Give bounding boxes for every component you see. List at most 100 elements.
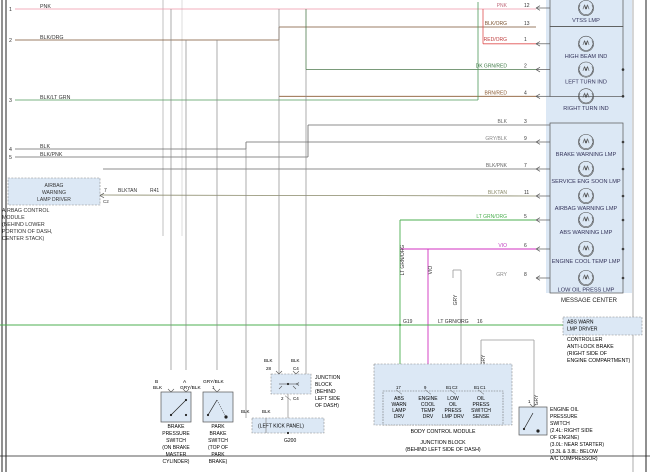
svg-text:GRY/BLK: GRY/BLK	[203, 379, 225, 385]
svg-text:1: 1	[9, 7, 12, 13]
svg-text:B: B	[155, 379, 158, 385]
svg-text:C2: C2	[103, 199, 109, 204]
svg-text:(BEHIND: (BEHIND	[315, 389, 336, 395]
svg-text:4: 4	[524, 90, 527, 96]
svg-text:G19: G19	[403, 319, 413, 325]
svg-text:OF ENGINE): OF ENGINE)	[550, 435, 580, 441]
svg-text:JUNCTION: JUNCTION	[315, 375, 341, 381]
svg-text:3: 3	[524, 119, 527, 125]
svg-text:BRN/RED: BRN/RED	[484, 90, 507, 96]
svg-text:ABS WARN: ABS WARN	[567, 320, 594, 326]
svg-text:BLK: BLK	[264, 358, 273, 363]
svg-text:SWITCH: SWITCH	[166, 438, 186, 444]
svg-text:5: 5	[9, 155, 12, 161]
svg-text:PORTION OF DASH,: PORTION OF DASH,	[2, 229, 53, 235]
svg-text:(BEHIND LEFT SIDE OF DASH): (BEHIND LEFT SIDE OF DASH)	[405, 447, 480, 453]
svg-text:AIRBAG CONTROL: AIRBAG CONTROL	[2, 208, 49, 214]
svg-text:2: 2	[9, 38, 12, 44]
svg-text:C4: C4	[293, 366, 299, 371]
svg-text:(BEHIND LOWER: (BEHIND LOWER	[2, 222, 45, 228]
svg-text:7: 7	[104, 188, 107, 194]
svg-text:(ON BRAKE: (ON BRAKE	[162, 445, 190, 451]
svg-text:ABS WARNING LMP: ABS WARNING LMP	[560, 230, 613, 236]
svg-text:C1: C1	[480, 385, 486, 390]
svg-text:DK GRN/RED: DK GRN/RED	[476, 64, 508, 70]
svg-text:LMP DRV: LMP DRV	[442, 414, 465, 420]
svg-text:28: 28	[266, 366, 272, 371]
svg-text:VTSS LMP: VTSS LMP	[572, 18, 600, 24]
svg-text:(3.0L: NEAR STARTER): (3.0L: NEAR STARTER)	[550, 442, 604, 448]
svg-text:DRV: DRV	[394, 414, 405, 420]
svg-text:4: 4	[9, 147, 12, 153]
svg-text:BLKTAN: BLKTAN	[488, 190, 507, 196]
svg-text:MODULE: MODULE	[2, 215, 25, 221]
svg-text:(LEFT KICK PANEL): (LEFT KICK PANEL)	[258, 424, 304, 430]
svg-text:(2.4L: RIGHT SIDE: (2.4L: RIGHT SIDE	[550, 428, 593, 434]
svg-text:WARNING: WARNING	[42, 190, 66, 196]
svg-text:PARK: PARK	[211, 452, 225, 458]
svg-text:LOW OIL PRESS LMP: LOW OIL PRESS LMP	[558, 288, 615, 294]
svg-text:BLK/PNK: BLK/PNK	[486, 163, 508, 169]
svg-text:BLK: BLK	[241, 409, 250, 414]
svg-text:JUNCTION BLOCK: JUNCTION BLOCK	[420, 440, 466, 446]
svg-text:AIRBAG WARNING LMP: AIRBAG WARNING LMP	[555, 206, 618, 212]
svg-text:(RIGHT SIDE OF: (RIGHT SIDE OF	[567, 351, 607, 357]
svg-text:PRESSURE: PRESSURE	[162, 431, 190, 437]
svg-text:LAMP DRIVER: LAMP DRIVER	[37, 197, 71, 203]
svg-text:5: 5	[524, 214, 527, 220]
svg-text:VIO: VIO	[428, 266, 434, 275]
svg-text:ENGINE COMPARTMENT): ENGINE COMPARTMENT)	[567, 358, 630, 364]
svg-text:BLOCK: BLOCK	[315, 382, 333, 388]
svg-text:17: 17	[396, 385, 401, 390]
svg-text:BLK: BLK	[498, 119, 508, 125]
svg-text:GRY: GRY	[496, 272, 507, 278]
svg-text:GRY/BLK: GRY/BLK	[180, 385, 202, 391]
svg-text:13: 13	[524, 21, 530, 27]
svg-text:CONTROLLER: CONTROLLER	[567, 337, 603, 343]
svg-text:C2: C2	[452, 385, 458, 390]
svg-text:BLK/ORG: BLK/ORG	[485, 21, 507, 27]
svg-text:GRY/BLK: GRY/BLK	[485, 136, 507, 142]
svg-text:SWITCH: SWITCH	[550, 421, 570, 427]
svg-text:LT GRN/ORG: LT GRN/ORG	[438, 319, 469, 325]
svg-text:PARK: PARK	[211, 424, 225, 430]
svg-text:PRESSURE: PRESSURE	[550, 414, 578, 420]
svg-text:RED/ORG: RED/ORG	[484, 37, 507, 43]
svg-text:B1: B1	[446, 385, 452, 390]
svg-text:SERVICE ENG SOON LMP: SERVICE ENG SOON LMP	[551, 179, 620, 185]
svg-text:ENGINE COOL TEMP LMP: ENGINE COOL TEMP LMP	[552, 259, 621, 265]
svg-text:1: 1	[524, 37, 527, 43]
svg-text:AIRBAG: AIRBAG	[45, 183, 64, 189]
svg-text:GRY: GRY	[481, 354, 487, 365]
svg-text:G200: G200	[284, 438, 296, 444]
svg-text:B1: B1	[474, 385, 480, 390]
svg-text:(3.3L & 3.8L: BELOW: (3.3L & 3.8L: BELOW	[550, 449, 598, 455]
svg-text:BLKTAN: BLKTAN	[118, 188, 137, 194]
svg-text:2: 2	[524, 64, 527, 70]
svg-text:LEFT TURN IND: LEFT TURN IND	[565, 80, 607, 86]
svg-text:A/C COMPRESSOR): A/C COMPRESSOR)	[550, 456, 598, 462]
svg-text:12: 12	[524, 3, 530, 9]
svg-text:ENGINE OIL: ENGINE OIL	[550, 407, 579, 413]
svg-text:3: 3	[9, 98, 12, 104]
svg-text:ANTI-LOCK BRAKE: ANTI-LOCK BRAKE	[567, 344, 614, 350]
svg-text:BRAKE): BRAKE)	[209, 459, 228, 465]
svg-text:SWITCH: SWITCH	[208, 438, 228, 444]
svg-text:OF DASH): OF DASH)	[315, 403, 339, 409]
svg-text:BLK: BLK	[262, 409, 271, 414]
svg-text:8: 8	[524, 272, 527, 278]
svg-text:6: 6	[524, 243, 527, 249]
svg-text:(TOP OF: (TOP OF	[208, 445, 228, 451]
svg-text:BRAKE: BRAKE	[168, 424, 186, 430]
svg-text:RIGHT TURN IND: RIGHT TURN IND	[563, 106, 608, 112]
svg-text:GRY: GRY	[534, 394, 540, 405]
svg-text:C4: C4	[293, 396, 299, 401]
svg-text:16: 16	[477, 319, 483, 325]
svg-text:MESSAGE CENTER: MESSAGE CENTER	[561, 298, 618, 304]
svg-text:BLK: BLK	[291, 358, 300, 363]
svg-text:HIGH BEAM IND: HIGH BEAM IND	[565, 54, 608, 60]
svg-text:SENSE: SENSE	[473, 414, 491, 420]
svg-text:R41: R41	[150, 188, 159, 194]
svg-text:11: 11	[524, 190, 529, 196]
svg-text:LT GRN/ORG: LT GRN/ORG	[476, 214, 507, 220]
